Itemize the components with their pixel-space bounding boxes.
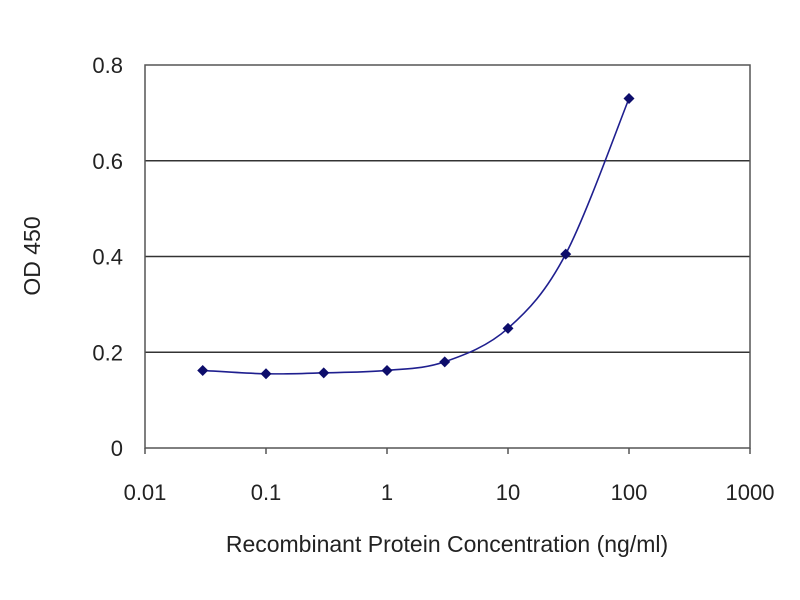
y-axis-ticks: 0 0.2 0.4 0.6 0.8: [92, 53, 123, 461]
data-point-4: [439, 356, 451, 368]
x-tick-label-1: 0.1: [251, 480, 282, 505]
plot-area-frame: [144, 64, 751, 449]
y-axis-title: OD 450: [19, 216, 45, 295]
x-tick-label-4: 100: [611, 480, 648, 505]
y-tick-label-0: 0: [111, 436, 123, 461]
x-tick-label-5: 1000: [726, 480, 775, 505]
x-tick-label-0: 0.01: [124, 480, 167, 505]
x-axis-title: Recombinant Protein Concentration (ng/ml…: [226, 531, 668, 557]
data-point-0: [197, 364, 209, 376]
data-point-5: [502, 322, 514, 334]
y-tick-label-3: 0.6: [92, 149, 123, 174]
data-point-6: [560, 248, 572, 260]
series-markers: [197, 93, 635, 380]
y-tick-label-2: 0.4: [92, 245, 123, 270]
y-tick-label-1: 0.2: [92, 340, 123, 365]
x-tick-label-2: 1: [381, 480, 393, 505]
data-point-1: [260, 368, 272, 380]
data-point-3: [381, 364, 393, 376]
y-tick-label-4: 0.8: [92, 53, 123, 78]
data-point-2: [318, 367, 330, 379]
x-axis-ticks: 0.01 0.1 1 10 100 1000: [124, 448, 775, 505]
series-curve: [202, 98, 630, 375]
gridlines: [145, 160, 750, 353]
x-tick-label-3: 10: [496, 480, 520, 505]
data-point-7: [623, 93, 635, 105]
